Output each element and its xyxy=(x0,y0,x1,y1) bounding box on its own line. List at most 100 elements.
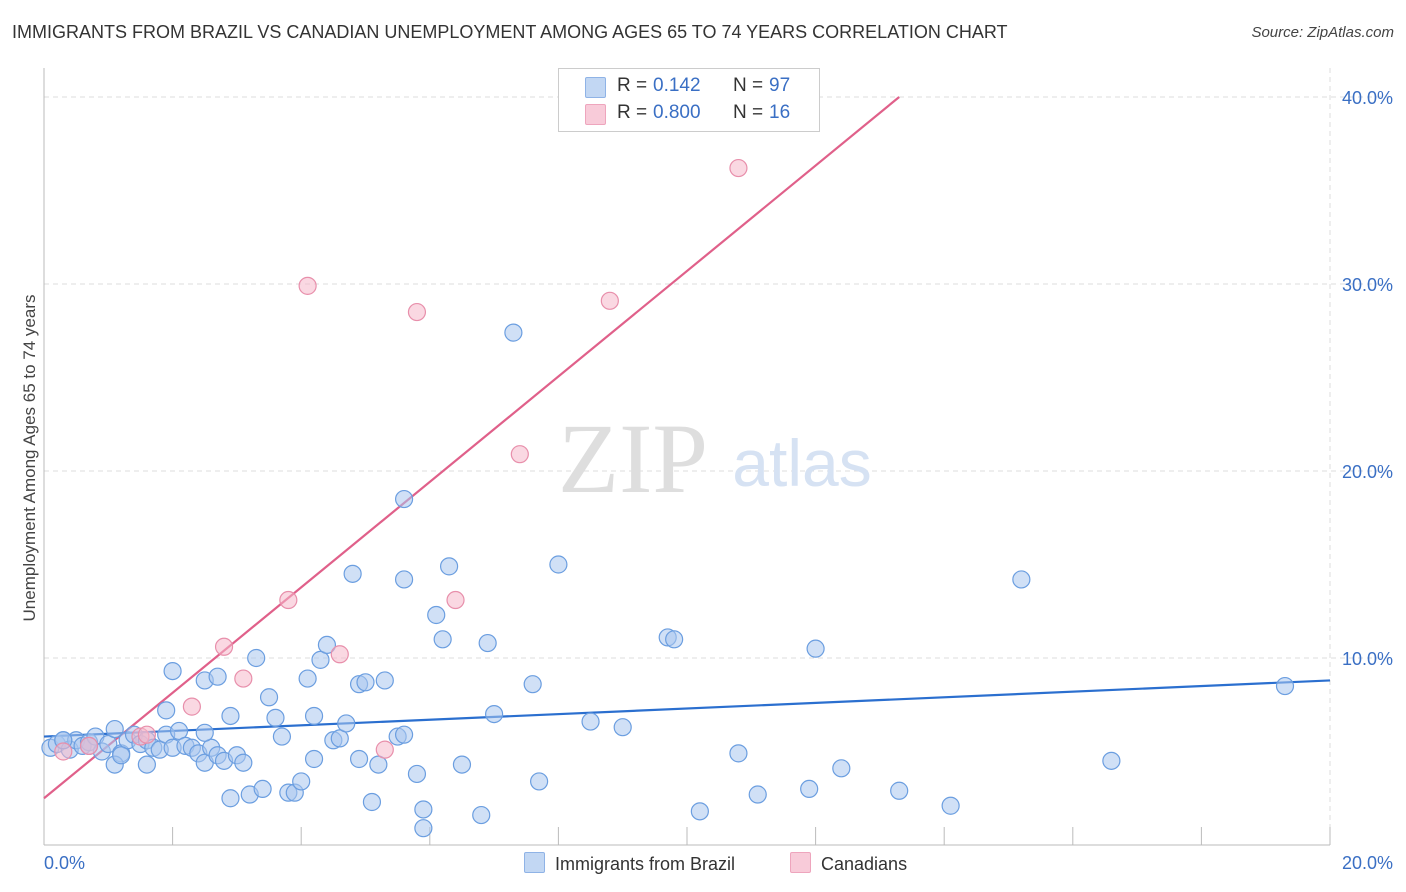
canadians-point xyxy=(214,637,234,656)
brazil-point xyxy=(311,650,330,669)
brazil-point xyxy=(407,764,427,784)
x-tick-label: 0.0% xyxy=(44,853,85,873)
brazil-point xyxy=(247,648,266,668)
brazil-point xyxy=(832,759,851,778)
x-tick-label: 20.0% xyxy=(1342,853,1393,873)
brazil-point xyxy=(253,779,272,799)
chart-title: IMMIGRANTS FROM BRAZIL VS CANADIAN UNEMP… xyxy=(12,22,1008,42)
y-tick-label: 20.0% xyxy=(1342,462,1393,482)
brazil-point xyxy=(298,669,317,688)
brazil-point xyxy=(800,779,819,799)
y-axis-label: Unemployment Among Ages 65 to 74 years xyxy=(20,294,39,622)
brazil-point xyxy=(1102,751,1121,770)
brazil-point xyxy=(1275,676,1295,696)
brazil-point xyxy=(613,718,632,737)
brazil-point xyxy=(343,564,362,583)
y-tick-label: 30.0% xyxy=(1342,275,1393,295)
canadians-point xyxy=(234,669,253,688)
bottom-legend-canadians: Canadians xyxy=(790,852,907,875)
data-points xyxy=(41,158,1295,838)
brazil-point xyxy=(452,755,472,774)
brazil-point xyxy=(259,688,279,707)
brazil-point xyxy=(330,729,349,748)
legend-n-label: N = xyxy=(733,75,764,96)
legend-row-canadians: R = 0.800 N = 16 xyxy=(559,102,819,128)
brazil-point xyxy=(504,323,523,342)
bottom-legend-swatch-canadians xyxy=(790,852,811,873)
legend-n-label: N = xyxy=(733,102,764,123)
brazil-point xyxy=(485,704,504,724)
brazil-point xyxy=(337,714,356,733)
canadians-point xyxy=(375,740,394,759)
brazil-point xyxy=(195,723,214,742)
brazil-point xyxy=(394,489,414,509)
correlation-legend: R = 0.142 N = 97 R = 0.800 N = 16 xyxy=(558,68,820,132)
brazil-point xyxy=(690,802,709,821)
source-note: Source: ZipAtlas.com xyxy=(1251,24,1394,41)
canadians-point xyxy=(279,590,298,610)
brazil-point xyxy=(1012,570,1031,589)
legend-r-label: R = xyxy=(617,75,648,96)
brazil-point xyxy=(433,630,452,649)
bottom-legend-swatch-brazil xyxy=(524,852,545,873)
brazil-point xyxy=(272,727,292,746)
axes xyxy=(43,68,1331,846)
canadians-point xyxy=(330,645,349,664)
brazil-point xyxy=(748,785,767,804)
brazil-point xyxy=(941,796,960,815)
brazil-point xyxy=(356,673,375,692)
brazil-point xyxy=(304,749,324,769)
legend-n-value: 97 xyxy=(769,75,791,96)
brazil-point xyxy=(549,555,568,574)
brazil-point xyxy=(221,706,240,726)
canadians-point xyxy=(446,590,465,610)
brazil-point xyxy=(414,800,433,819)
brazil-point xyxy=(581,712,600,731)
brazil-point xyxy=(317,635,337,655)
brazil-point xyxy=(208,667,227,686)
legend-n-value: 16 xyxy=(769,102,791,123)
brazil-point xyxy=(292,772,311,791)
legend-r-value: 0.800 xyxy=(653,102,701,123)
canadians-point xyxy=(54,742,73,761)
brazil-point xyxy=(806,639,825,658)
tick-labels: 10.0% 20.0% 30.0% 40.0% 0.0% 20.0% xyxy=(44,88,1393,873)
canadians-point xyxy=(729,158,748,178)
brazil-point xyxy=(478,633,497,653)
canadians-point xyxy=(182,697,201,716)
brazil-point xyxy=(157,701,176,720)
brazil-trend-line xyxy=(43,679,1331,738)
y-tick-label: 10.0% xyxy=(1342,649,1393,669)
brazil-point xyxy=(99,734,118,754)
brazil-point xyxy=(523,675,542,694)
brazil-point xyxy=(472,805,491,825)
brazil-point xyxy=(112,746,131,765)
y-tick-label: 40.0% xyxy=(1342,88,1393,108)
canadians-point xyxy=(510,445,529,464)
brazil-point xyxy=(169,721,189,741)
brazil-point xyxy=(221,789,240,808)
watermark-atlas: atlas xyxy=(732,426,871,500)
canadians-point xyxy=(137,725,156,744)
legend-swatch-canadians xyxy=(585,104,606,125)
brazil-point xyxy=(439,557,459,576)
brazil-point xyxy=(414,819,433,838)
brazil-point xyxy=(362,792,382,812)
legend-row-brazil: R = 0.142 N = 97 xyxy=(559,75,819,101)
watermark-zip: ZIP xyxy=(558,403,708,514)
trend-lines xyxy=(43,96,1331,800)
brazil-point xyxy=(665,630,684,649)
bottom-legend-label-brazil: Immigrants from Brazil xyxy=(555,854,736,874)
canadians-point xyxy=(407,302,427,322)
brazil-point xyxy=(163,661,182,681)
canadians-point xyxy=(298,276,317,295)
bottom-legend-label-canadians: Canadians xyxy=(821,854,908,874)
brazil-point xyxy=(890,781,909,800)
canadians-point xyxy=(79,736,99,755)
legend-r-label: R = xyxy=(617,102,648,123)
gridlines xyxy=(44,68,1392,845)
brazil-point xyxy=(729,744,748,763)
canadians-trend-line xyxy=(43,96,900,800)
brazil-point xyxy=(530,772,549,791)
